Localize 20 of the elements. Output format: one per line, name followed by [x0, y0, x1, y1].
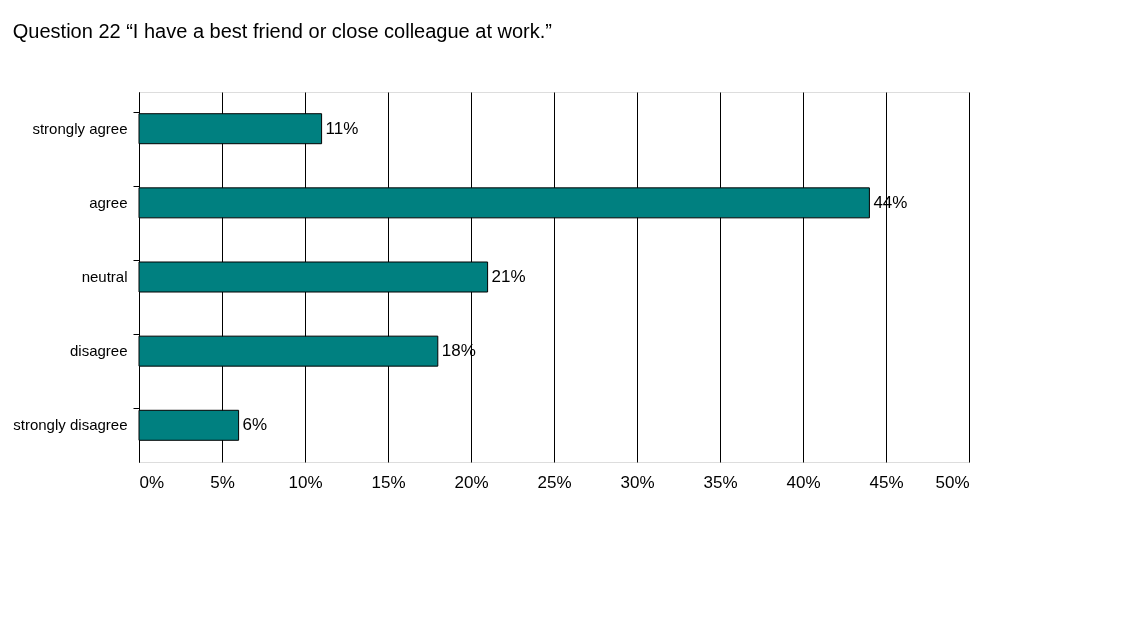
x-tick-label: 35% [703, 472, 738, 492]
x-tick-label: 25% [537, 472, 572, 492]
x-tick-label: 40% [786, 472, 821, 492]
x-tick-label: 45% [869, 472, 904, 492]
y-tick-label: strongly agree [32, 119, 128, 137]
x-tick-label: 5% [210, 472, 235, 492]
y-tick-label: strongly disagree [13, 416, 128, 434]
y-tick-label: agree [89, 193, 128, 211]
y-tick-label: neutral [81, 268, 128, 285]
y-tick-label: disagree [69, 342, 128, 360]
x-tick-label: 0% [139, 472, 165, 492]
x-tick-label: 30% [620, 472, 655, 492]
x-tick-label: 15% [371, 472, 406, 492]
data-label: 11% [325, 118, 359, 138]
x-tick-label: 50% [935, 472, 970, 492]
chart-title: Question 22 “I have a best friend or close colleague at work.” [12, 20, 552, 42]
x-tick-label: 10% [288, 472, 323, 492]
data-label: 21% [491, 267, 526, 286]
x-tick-label: 20% [454, 472, 489, 492]
data-label: 6% [242, 415, 268, 435]
